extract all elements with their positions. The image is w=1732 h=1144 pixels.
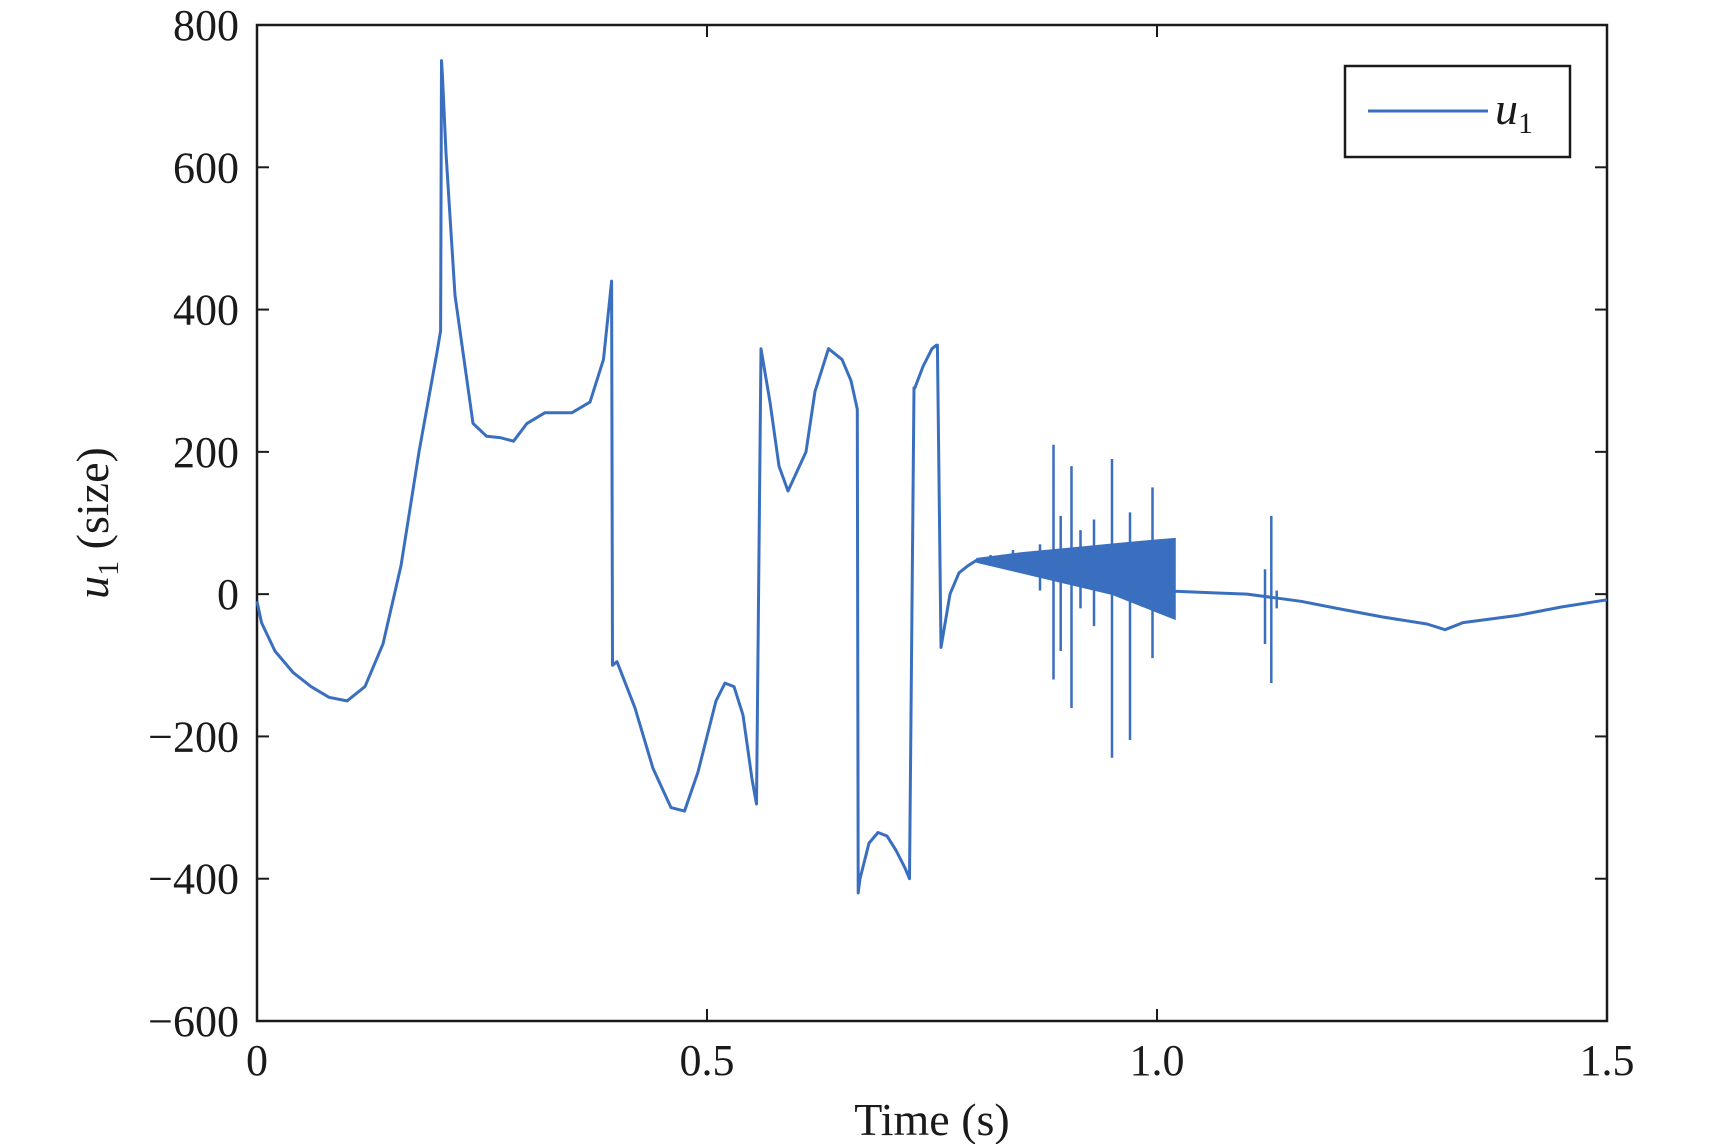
series-line [255, 59, 1608, 895]
y-tick-label: 400 [173, 286, 239, 335]
y-tick-label: 600 [173, 143, 239, 192]
y-tick-label: 200 [173, 428, 239, 477]
x-tick-label: 0.5 [680, 1036, 735, 1085]
svg-text:u1 (size): u1 (size) [67, 447, 125, 599]
x-tick-label: 1.0 [1130, 1036, 1185, 1085]
legend-label-sub: 1 [1518, 107, 1533, 140]
series-layer [255, 59, 1608, 895]
plot-area [255, 23, 1609, 1023]
y-tick-label: −200 [148, 712, 239, 761]
x-axis-label: Time (s) [854, 1094, 1010, 1144]
y-axis-label-main: u [67, 576, 118, 599]
x-axis-ticks: 0 0.5 1.0 1.5 [246, 25, 1635, 1085]
y-tick-label: 800 [173, 1, 239, 50]
legend: u1 [1343, 64, 1572, 159]
y-tick-label: 0 [217, 570, 239, 619]
x-tick-label: 0 [246, 1036, 268, 1085]
y-axis-label-sub: 1 [92, 561, 125, 576]
oscillation-band [976, 537, 1176, 621]
y-axis-label-rest: (size) [67, 447, 118, 561]
legend-label-main: u [1495, 83, 1518, 134]
y-tick-label: −400 [148, 855, 239, 904]
y-tick-label: −600 [148, 997, 239, 1046]
y-axis-label: u1 (size) [67, 447, 125, 599]
svg-text:u1: u1 [1495, 83, 1533, 140]
y-axis-ticks: 800 600 400 200 0 −200 −400 −600 [148, 1, 1607, 1046]
x-tick-label: 1.5 [1580, 1036, 1635, 1085]
